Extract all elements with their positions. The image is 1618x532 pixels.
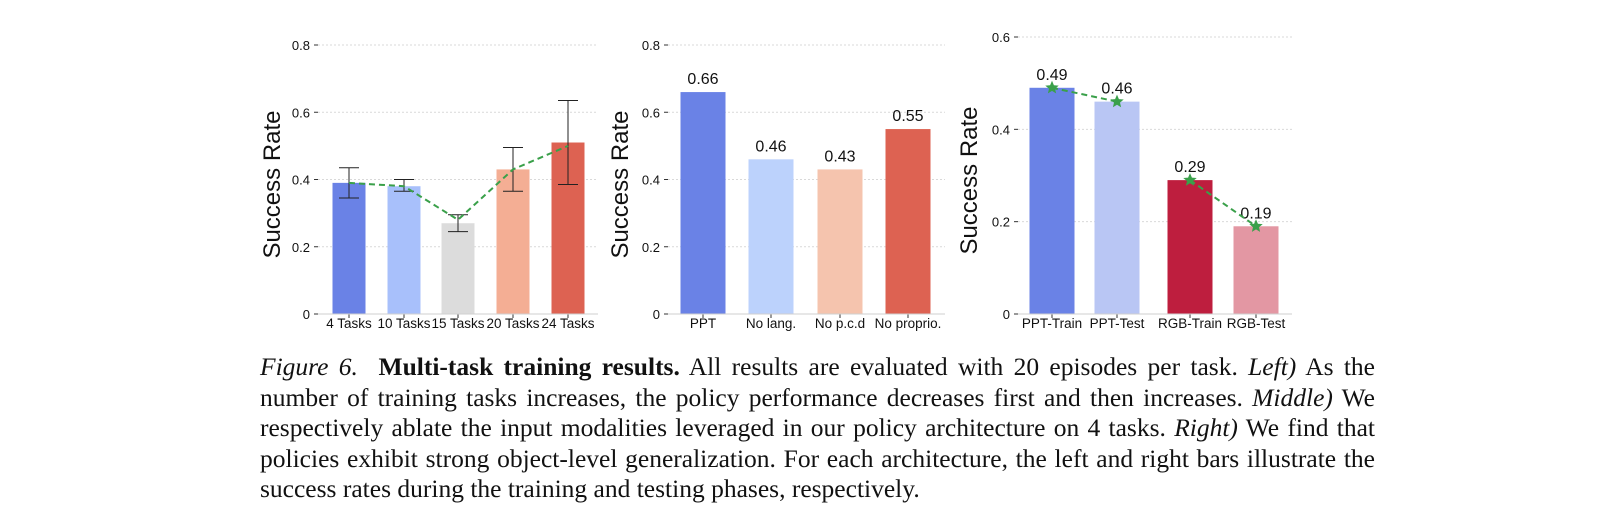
bar [1167,180,1213,314]
data-label: 0.29 [1174,159,1205,176]
y-tick-label: 0 [653,307,660,322]
bar [885,129,931,314]
trend-star-marker [1249,219,1263,232]
y-tick-label: 0.2 [642,240,660,255]
y-tick-label: 0.2 [992,215,1010,230]
y-tick-label: 0.4 [642,173,660,188]
trend-line [1051,86,1118,103]
caption-middle-text: We respectively ablate the input modalit… [260,382,1375,443]
bar [680,92,726,314]
x-tick-label: 4 Tasks [326,316,372,331]
x-tick-label: PPT-Test [1090,316,1145,331]
chart-right-object-generalization: 0 0.2 0.4 0.6 Success Rate PPT-Train PPT-Test R… [956,30,1292,331]
caption-title: Multi-task training results. [378,352,680,381]
caption-figure-label: Figure 6. [260,352,358,381]
data-label: 0.46 [1101,81,1132,98]
bar [748,159,794,314]
caption-right-label: Right) [1174,413,1238,442]
caption-right-text: We find that policies exhibit strong obj… [260,413,1375,503]
data-label: 0.49 [1036,67,1067,84]
bar [496,169,530,314]
y-axis-label: Success Rate [259,110,286,258]
trend-line [348,144,569,222]
bar [332,182,366,314]
bar [1029,87,1075,315]
y-axis-label: Success Rate [607,110,634,258]
x-tick-label: PPT [690,316,716,331]
y-tick-label: 0.2 [292,240,310,255]
y-tick-label: 0.6 [292,105,310,120]
caption-middle-label: Middle) [1252,382,1333,412]
data-label: 0.66 [687,71,718,88]
y-tick-label: 0.8 [642,38,660,53]
trend-line [1189,179,1257,228]
y-tick-label: 0 [1003,307,1010,322]
x-tick-label: 15 Tasks [431,316,484,331]
x-tick-label: PPT-Train [1022,316,1082,331]
data-label: 0.55 [892,108,923,125]
chart-left-task-count: 0 0.2 0.4 0.6 0.8 Success Rate 4 Tasks 10 Tasks… [259,38,598,331]
y-tick-label: 0.4 [992,122,1010,137]
bar [1233,226,1279,314]
x-tick-label: 24 Tasks [541,316,594,331]
x-tick-label: No p.c.d [815,316,865,331]
x-tick-label: RGB-Test [1227,316,1286,331]
y-tick-label: 0 [303,307,310,322]
y-tick-label: 0.6 [642,105,660,120]
chart-middle-modality-ablation: 0 0.2 0.4 0.6 0.8 Success Rate PPT No lang. No p… [607,38,945,331]
figure-caption: Figure 6. Multi-task training results. A… [260,352,1375,505]
bar [441,223,475,314]
y-tick-label: 0.4 [292,173,310,188]
caption-left-text: As the number of training tasks increase… [260,352,1375,412]
x-tick-label: No lang. [746,316,796,331]
data-label: 0.46 [755,138,786,155]
figure-charts: 0 0.2 0.4 0.6 0.8 Success Rate 4 Tasks 10 Tasks… [259,30,1292,331]
x-tick-label: No proprio. [875,316,942,331]
y-axis-label: Success Rate [956,106,983,254]
data-label: 0.19 [1240,205,1271,222]
x-tick-label: RGB-Train [1158,316,1222,331]
y-tick-label: 0.8 [292,38,310,53]
trend-star-marker [1183,173,1197,186]
bar [387,186,421,314]
bar [1094,101,1140,314]
trend-star-marker [1110,94,1124,108]
caption-intro: All results are evaluated with 20 episod… [679,352,1249,381]
bar [817,169,863,314]
data-label: 0.43 [824,148,855,165]
trend-star-marker [1045,80,1059,94]
x-tick-label: 20 Tasks [486,316,539,331]
caption-left-label: Left) [1248,352,1297,381]
x-tick-label: 10 Tasks [377,316,430,331]
y-tick-label: 0.6 [992,30,1010,45]
